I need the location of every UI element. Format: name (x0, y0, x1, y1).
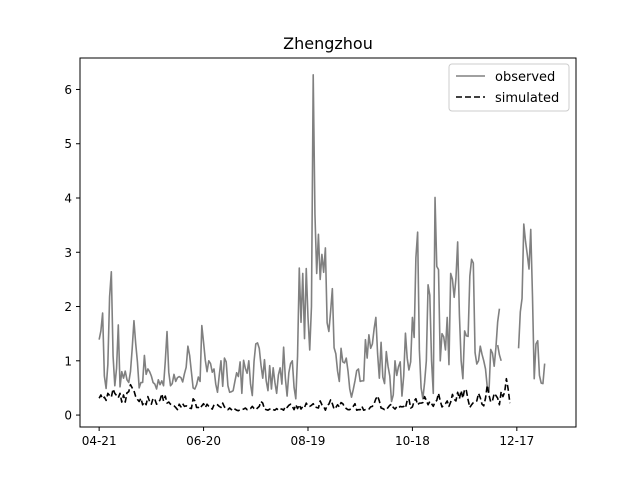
simulated-line-segment-0 (98, 377, 511, 412)
observed-line-segment-1 (496, 344, 502, 362)
x-tick-label: 12-17 (499, 434, 534, 448)
y-tick-label: 0 (64, 409, 72, 423)
series-observed (98, 74, 546, 403)
x-axis: 04-21 06-20 08-19 10-18 12-17 (82, 427, 534, 448)
legend-observed-label: observed (495, 70, 555, 85)
observed-line-segment-2 (517, 223, 546, 385)
y-tick-label: 4 (64, 192, 72, 206)
y-axis: 0 1 2 3 4 5 6 (64, 83, 80, 423)
plot-area (98, 74, 546, 412)
series-simulated (98, 377, 511, 412)
legend: observed simulated (448, 63, 570, 112)
observed-line-segment-0 (98, 74, 501, 403)
y-tick-label: 2 (64, 300, 72, 314)
y-tick-label: 6 (64, 83, 72, 97)
y-tick-label: 3 (64, 246, 72, 260)
y-tick-label: 5 (64, 137, 72, 151)
x-tick-label: 10-18 (395, 434, 430, 448)
legend-simulated-label: simulated (495, 91, 559, 106)
chart-title: Zhengzhou (283, 34, 373, 53)
y-tick-label: 1 (64, 354, 72, 368)
x-tick-label: 04-21 (82, 434, 117, 448)
x-tick-label: 06-20 (186, 434, 221, 448)
x-tick-label: 08-19 (291, 434, 326, 448)
plot-frame (79, 57, 577, 428)
